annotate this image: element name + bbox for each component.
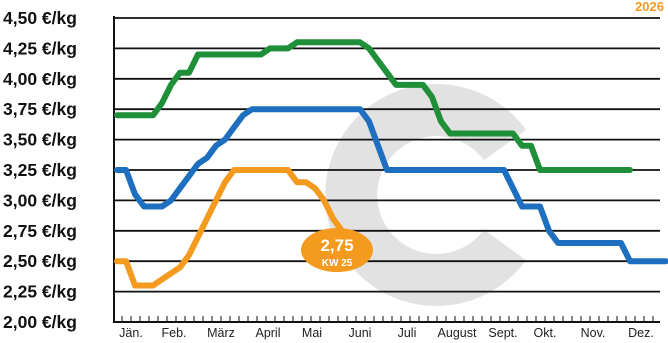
- month-label: Nov.: [581, 326, 606, 340]
- series-line: [114, 167, 345, 289]
- y-tick-label: 4,50 €/kg: [3, 8, 77, 28]
- y-tick-label: 4,00 €/kg: [3, 69, 77, 89]
- month-label: März: [207, 326, 235, 340]
- month-label: Jän.: [119, 326, 143, 340]
- month-label: Juli: [398, 326, 417, 340]
- x-axis-week-ticks: [121, 316, 654, 322]
- current-value-badge: 2,75 KW 25: [301, 228, 373, 272]
- y-axis-tick-labels: 4,50 €/kg 4,25 €/kg 4,00 €/kg 3,75 €/kg 3,50…: [3, 8, 77, 332]
- badge-ellipse: [301, 228, 373, 272]
- month-label: Okt.: [534, 326, 557, 340]
- y-tick-label: 2,75 €/kg: [3, 221, 77, 241]
- grid-lines: [114, 17, 660, 323]
- month-label: April: [255, 326, 280, 340]
- badge-value: 2,75: [320, 236, 353, 255]
- series-line: [114, 39, 633, 173]
- month-label: Feb.: [161, 326, 186, 340]
- y-tick-label: 2,25 €/kg: [3, 282, 77, 302]
- y-tick-label: 3,50 €/kg: [3, 130, 77, 150]
- y-tick-label: 2,50 €/kg: [3, 251, 77, 271]
- y-tick-label: 3,00 €/kg: [3, 190, 77, 210]
- series-lines: [114, 39, 668, 289]
- series-line: [114, 106, 668, 265]
- y-tick-label: 2,00 €/kg: [3, 312, 77, 332]
- x-axis-month-labels: Jän. Feb. März April Mai Juni Juli August Sept. O…: [119, 326, 654, 340]
- month-label: August: [438, 326, 477, 340]
- month-label: Dez.: [628, 326, 654, 340]
- y-tick-label: 3,75 €/kg: [3, 99, 77, 119]
- month-label: Mai: [302, 326, 322, 340]
- y-tick-label: 3,25 €/kg: [3, 160, 77, 180]
- y-tick-label: 4,25 €/kg: [3, 38, 77, 58]
- month-label: Juni: [349, 326, 372, 340]
- year-label: 2026: [635, 0, 664, 14]
- watermark-logo: [325, 84, 526, 306]
- badge-week: KW 25: [322, 258, 353, 269]
- month-label: Sept.: [488, 326, 517, 340]
